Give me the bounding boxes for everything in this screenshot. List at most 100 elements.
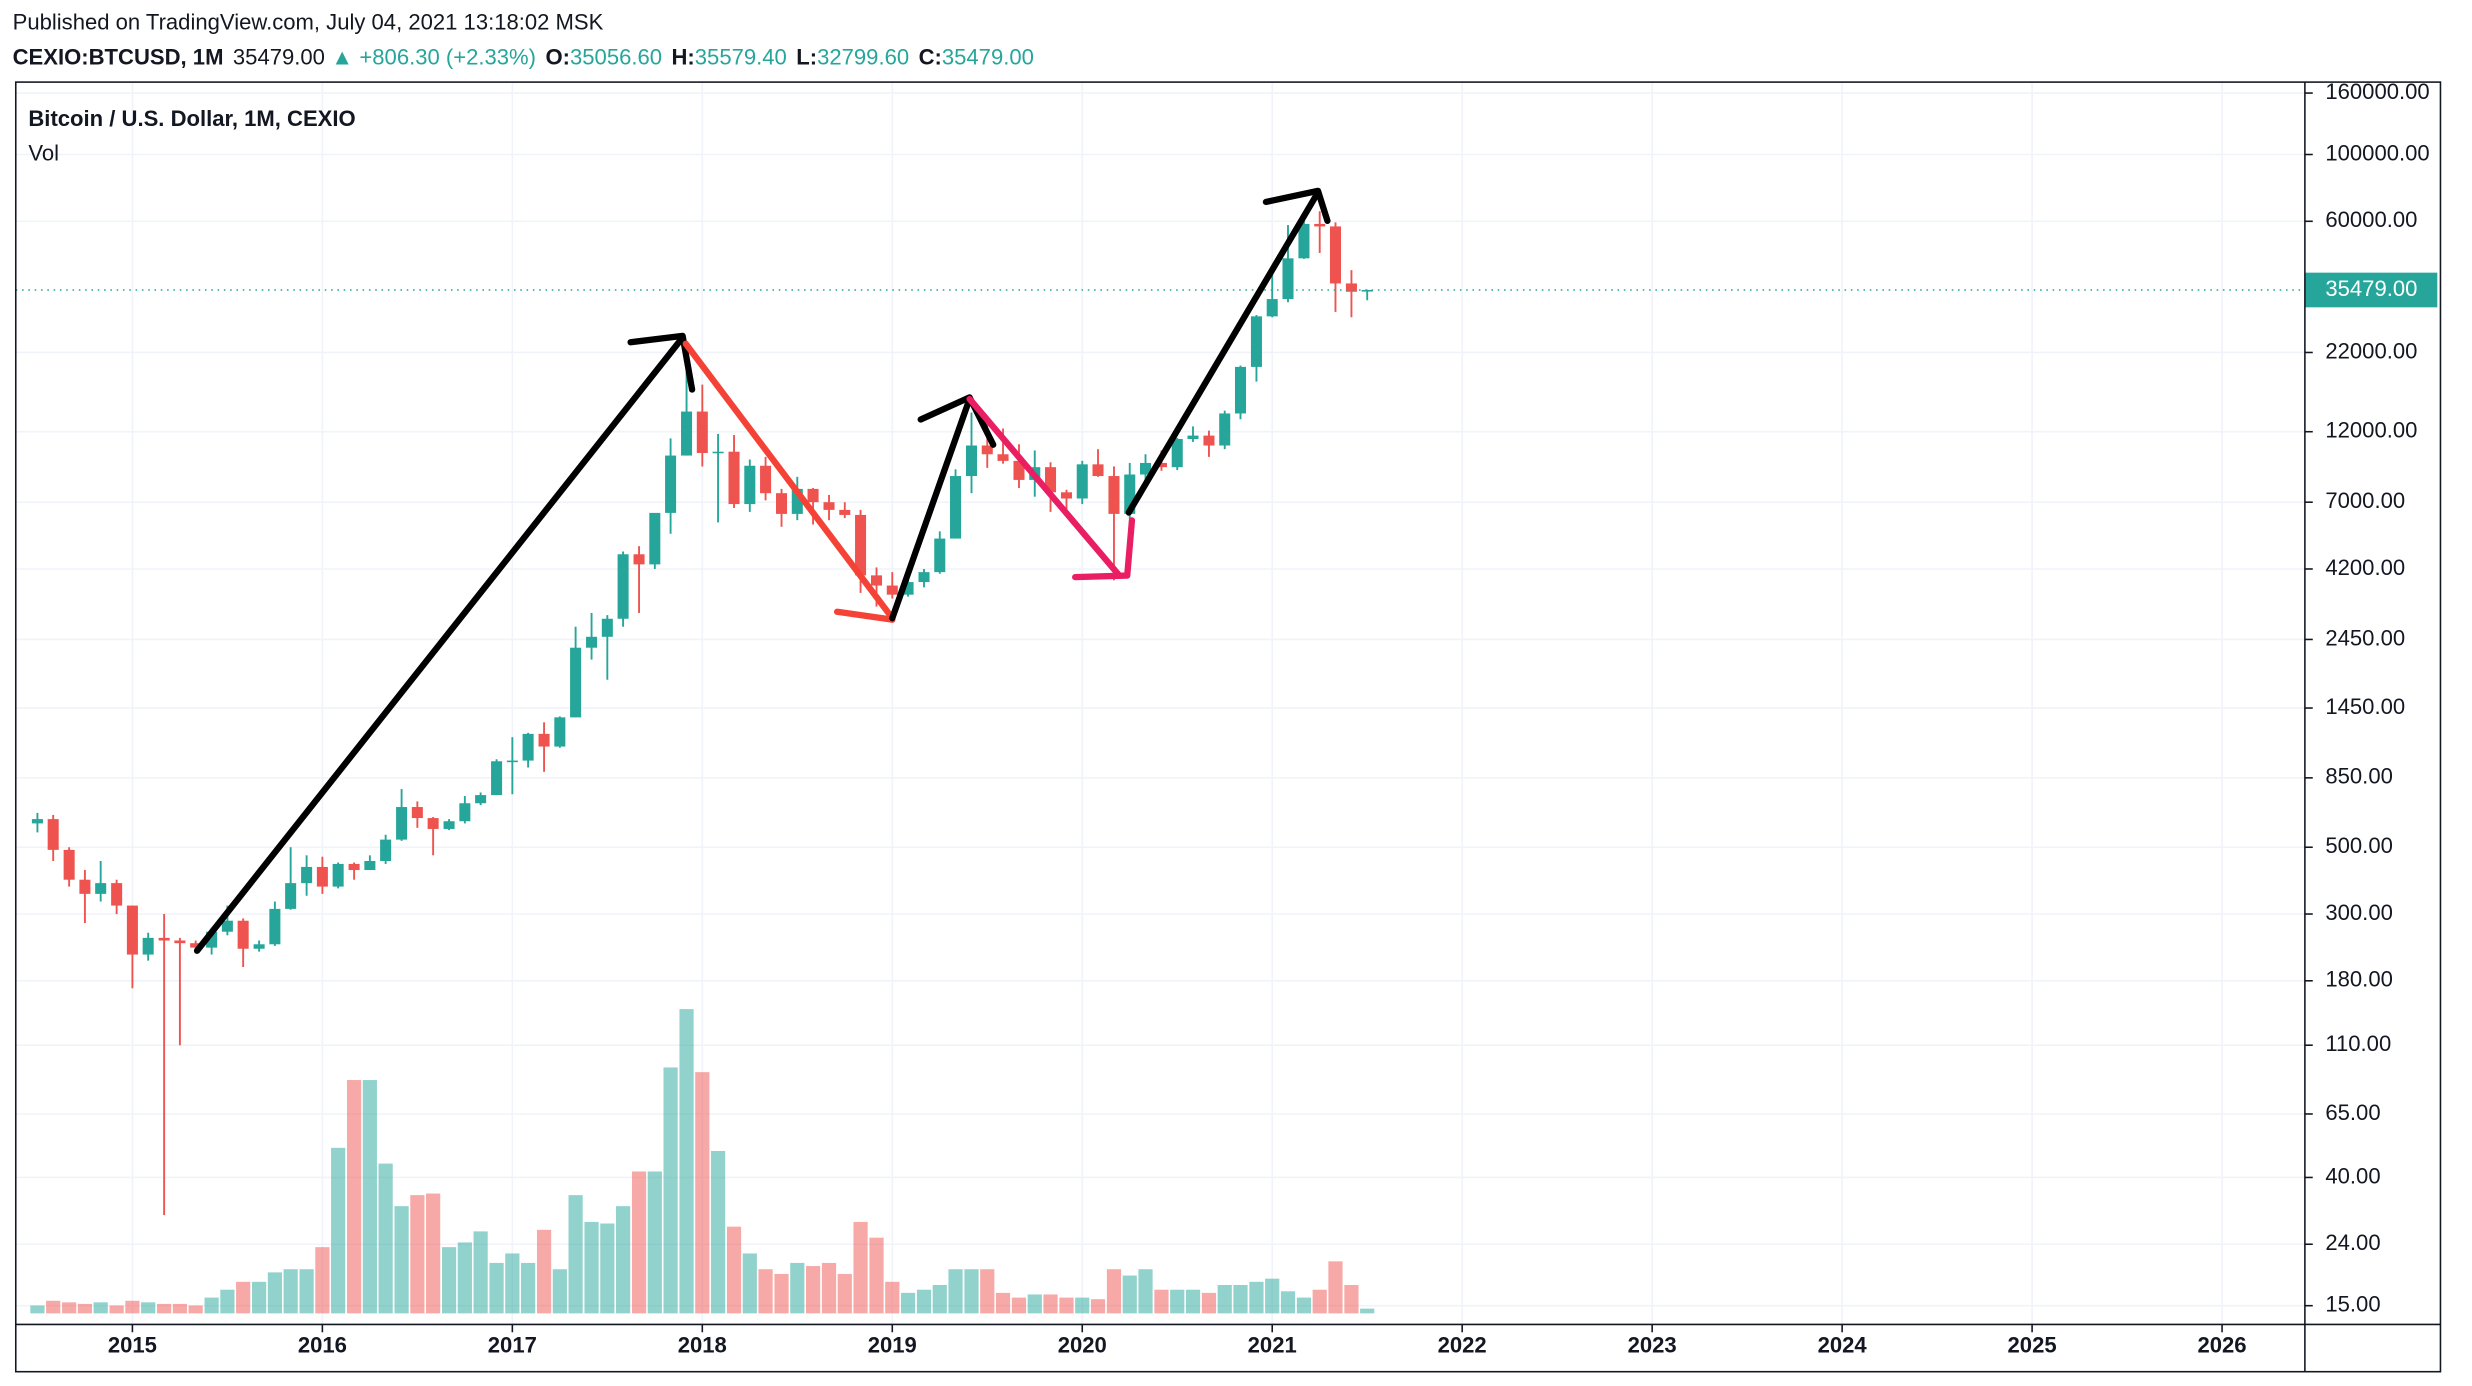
published-line: Published on TradingView.com, July 04, 2…: [13, 10, 604, 35]
y-tick-label: 12000.00: [2325, 418, 2417, 443]
candle-body: [760, 465, 772, 494]
candle-body: [823, 502, 835, 510]
volume-bar: [441, 1247, 457, 1314]
y-tick-label: 15.00: [2325, 1292, 2380, 1317]
volume-bar: [995, 1292, 1011, 1314]
candle-body: [1092, 464, 1104, 477]
volume-bar: [552, 1269, 567, 1314]
volume-bar: [1280, 1291, 1296, 1314]
x-tick-label: 2023: [1628, 1332, 1677, 1357]
candle-body: [886, 585, 898, 595]
x-tick-label: 2016: [298, 1332, 347, 1357]
volume-bar: [536, 1229, 552, 1314]
candle-body: [475, 795, 487, 804]
ohlc-value: 35056.60: [570, 44, 662, 69]
trend-arrow: [889, 395, 973, 622]
x-tick-label: 2017: [488, 1332, 537, 1357]
volume-bar: [1122, 1275, 1137, 1314]
candle-body: [126, 905, 138, 955]
y-tick-label: 60000.00: [2325, 207, 2417, 232]
candle-body: [95, 883, 107, 894]
candle-body: [776, 493, 788, 514]
volume-label: Vol: [28, 140, 59, 165]
chart-title: Bitcoin / U.S. Dollar, 1M, CEXIO: [28, 106, 355, 131]
candle-body: [459, 803, 471, 822]
candle-body: [47, 819, 59, 850]
candle-body: [221, 920, 233, 932]
candle-body: [269, 908, 281, 945]
volume-bar: [1011, 1297, 1027, 1314]
candle-body: [411, 807, 423, 819]
candle-body: [427, 818, 439, 829]
symbol-line: CEXIO:BTCUSD, 1M 35479.00 ▲ +806.30 (+2.33%…: [13, 44, 1034, 69]
volume-bar: [457, 1242, 472, 1314]
y-tick-label: 7000.00: [2325, 488, 2405, 513]
volume-bar: [1233, 1284, 1248, 1314]
volume: [30, 1009, 1375, 1314]
candle-body: [1013, 460, 1025, 480]
volume-bar: [600, 1223, 615, 1314]
candle-body: [1124, 474, 1136, 514]
ohlc-value: 32799.60: [817, 44, 909, 69]
volume-bar: [1201, 1292, 1217, 1314]
ohlc-key: L:: [796, 44, 817, 69]
volume-bar: [489, 1262, 504, 1314]
volume-bar: [204, 1297, 219, 1314]
volume-bar: [125, 1300, 140, 1314]
volume-bar: [378, 1163, 393, 1314]
candle-body: [301, 866, 313, 884]
volume-bar: [331, 1147, 346, 1314]
candle-body: [1076, 464, 1088, 499]
candle-body: [1219, 413, 1231, 446]
volume-bar: [299, 1269, 314, 1314]
candle-body: [855, 514, 867, 576]
volume-bar: [790, 1262, 805, 1314]
ohlc-value: 35579.40: [695, 44, 787, 69]
volume-bar: [1154, 1289, 1169, 1314]
volume-bar: [267, 1272, 282, 1314]
candle-body: [1361, 289, 1373, 292]
candle-body: [443, 821, 455, 829]
candle-body: [396, 807, 408, 840]
volume-bar: [631, 1171, 647, 1314]
candle-body: [1234, 366, 1247, 414]
frame: [14, 81, 2442, 1373]
volume-bar: [1217, 1284, 1232, 1314]
volume-bar: [172, 1303, 187, 1314]
candle-body: [348, 863, 360, 871]
volume-bar: [837, 1273, 852, 1314]
volume-bar: [141, 1302, 156, 1314]
candle-body: [807, 488, 819, 503]
candle-body: [696, 411, 708, 453]
x-tick-label: 2019: [868, 1332, 917, 1357]
y-tick-label: 850.00: [2325, 764, 2392, 789]
volume-bar: [679, 1009, 694, 1314]
x-tick-label: 2018: [678, 1332, 727, 1357]
volume-bar: [742, 1253, 757, 1314]
candle-body: [1060, 492, 1072, 499]
candle-body: [934, 538, 946, 573]
volume-bar: [1328, 1261, 1343, 1314]
candle-body: [237, 920, 249, 949]
volume-bar: [1138, 1269, 1153, 1314]
volume-bar: [568, 1195, 583, 1314]
candle-body: [649, 512, 661, 565]
candle-body: [206, 931, 218, 948]
candle-body: [538, 733, 550, 747]
volume-bar: [362, 1080, 377, 1314]
x-tick-label: 2025: [2008, 1332, 2057, 1357]
volume-bar: [236, 1281, 251, 1314]
candle-body: [1139, 462, 1152, 475]
candle-body: [63, 849, 75, 880]
y-tick-label: 40.00: [2325, 1163, 2380, 1188]
volume-bar: [1170, 1289, 1185, 1314]
volume-bar: [93, 1302, 108, 1314]
volume-bar: [30, 1305, 45, 1314]
y-tick-label: 300.00: [2325, 900, 2392, 925]
arrow: ▲: [331, 44, 353, 69]
volume-bar: [695, 1072, 710, 1314]
candle-body: [190, 943, 202, 948]
y-tick-label: 22000.00: [2325, 338, 2417, 363]
